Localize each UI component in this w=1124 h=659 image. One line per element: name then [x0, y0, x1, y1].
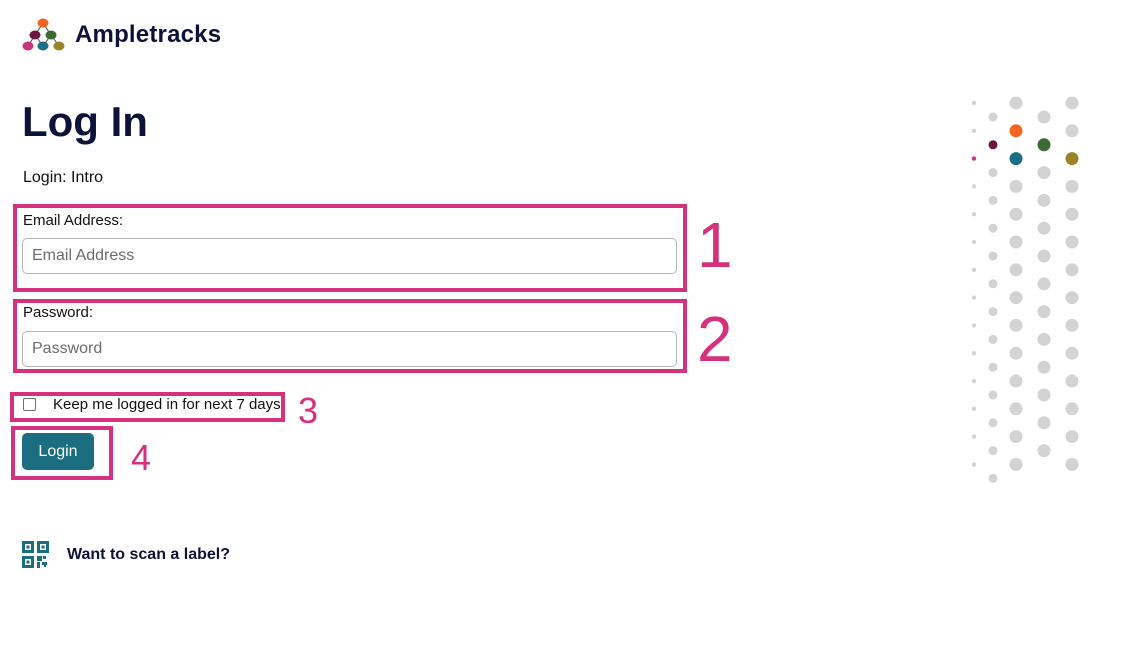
password-label: Password:	[23, 304, 94, 321]
annotation-box-1	[13, 204, 687, 292]
remember-label[interactable]: Keep me logged in for next 7 days	[53, 396, 281, 413]
decorative-dot	[1037, 110, 1051, 124]
brand-name: Ampletracks	[75, 21, 222, 48]
decorative-dot	[1009, 346, 1023, 360]
decorative-dot	[988, 473, 998, 483]
decorative-dot	[988, 446, 998, 456]
decorative-dot	[1065, 457, 1079, 471]
email-label: Email Address:	[23, 212, 124, 229]
decorative-dot	[971, 462, 977, 467]
decorative-dot	[971, 434, 977, 439]
annotation-number-3: 3	[298, 390, 319, 431]
decorative-dot	[1009, 430, 1023, 444]
annotation-number-1: 1	[697, 209, 733, 281]
decorative-dot	[1009, 179, 1023, 193]
decorative-dot	[1037, 193, 1051, 207]
decorative-dot	[1037, 166, 1051, 180]
decorative-dot-pattern	[971, 96, 1079, 483]
decorative-dot	[1065, 430, 1079, 444]
email-input[interactable]	[22, 238, 677, 274]
scan-label-text[interactable]: Want to scan a label?	[67, 545, 230, 563]
decorative-dot	[1037, 221, 1051, 235]
decorative-dot	[1009, 96, 1023, 110]
decorative-dot	[1009, 318, 1023, 332]
decorative-dot	[971, 156, 977, 161]
decorative-dot	[971, 184, 977, 189]
decorative-dot	[1037, 138, 1051, 152]
decorative-dot	[1009, 152, 1023, 166]
decorative-dot	[971, 351, 977, 356]
decorative-dot	[1065, 207, 1079, 221]
decorative-dot	[988, 251, 998, 261]
decorative-dot	[1065, 96, 1079, 110]
decorative-dot	[988, 279, 998, 289]
decorative-dot	[1037, 416, 1051, 430]
decorative-dot	[988, 418, 998, 428]
decorative-dot	[1065, 124, 1079, 138]
brand-logo[interactable]: Ampletracks	[21, 16, 221, 54]
qr-code-icon	[22, 541, 49, 568]
decorative-dot	[971, 267, 977, 272]
annotation-box-2	[13, 299, 687, 373]
decorative-dot	[971, 323, 977, 328]
decorative-dot	[988, 140, 998, 150]
decorative-dot	[1037, 249, 1051, 263]
password-input[interactable]	[22, 331, 677, 367]
page-subtitle: Login: Intro	[23, 169, 104, 186]
decorative-dot	[971, 212, 977, 217]
decorative-dot	[988, 112, 998, 122]
page-title: Log In	[22, 98, 148, 145]
decorative-dot	[1037, 360, 1051, 374]
decorative-dot	[988, 223, 998, 233]
decorative-dot	[1009, 402, 1023, 416]
decorative-dot	[988, 334, 998, 344]
decorative-dot	[971, 378, 977, 384]
decorative-dot	[1009, 263, 1023, 277]
decorative-dot	[1065, 318, 1079, 332]
annotation-number-2: 2	[697, 303, 733, 375]
logo-icon	[22, 18, 65, 51]
decorative-dot	[988, 307, 998, 317]
decorative-dot	[971, 128, 977, 133]
decorative-dot	[971, 239, 977, 245]
decorative-dot	[1037, 444, 1051, 458]
login-button[interactable]: Login	[22, 433, 94, 470]
decorative-dot	[988, 362, 998, 372]
remember-checkbox[interactable]	[23, 398, 36, 411]
decorative-dot	[1037, 305, 1051, 319]
annotation-box-3	[10, 392, 285, 422]
decorative-dot	[1065, 152, 1079, 166]
decorative-dot	[988, 195, 998, 205]
decorative-dot	[1065, 374, 1079, 388]
decorative-dot	[1037, 277, 1051, 291]
decorative-dot	[1009, 124, 1023, 138]
decorative-dot	[1037, 332, 1051, 346]
decorative-dot	[1065, 263, 1079, 277]
decorative-dot	[1037, 388, 1051, 402]
decorative-dot	[1065, 291, 1079, 305]
decorative-dot	[1009, 291, 1023, 305]
annotation-number-4: 4	[131, 437, 152, 478]
decorative-dot	[1009, 235, 1023, 249]
annotation-box-4	[11, 426, 113, 480]
decorative-dot	[1065, 346, 1079, 360]
decorative-dot	[1009, 207, 1023, 221]
decorative-dot	[971, 295, 977, 300]
decorative-dot	[988, 390, 998, 400]
decorative-dot	[971, 100, 977, 106]
decorative-dot	[1009, 457, 1023, 471]
decorative-dot	[1009, 374, 1023, 388]
decorative-dot	[988, 168, 998, 178]
decorative-dot	[1065, 235, 1079, 249]
scan-label-link[interactable]: Want to scan a label?	[22, 541, 230, 568]
decorative-dot	[971, 406, 977, 411]
decorative-dot	[1065, 179, 1079, 193]
decorative-dot	[1065, 402, 1079, 416]
